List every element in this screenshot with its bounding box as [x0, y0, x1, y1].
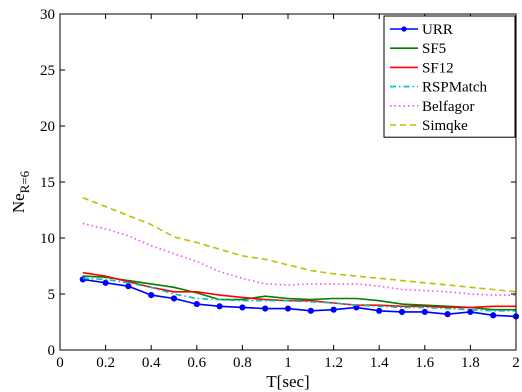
y-tick-label: 15 [40, 175, 55, 191]
data-point [467, 308, 474, 316]
legend-label: SF5 [422, 41, 446, 57]
x-tick-label: 1.4 [370, 355, 389, 371]
legend-label: URR [422, 22, 453, 38]
y-tick-label: 5 [48, 287, 56, 303]
x-tick-label: 1 [284, 355, 292, 371]
data-point [330, 306, 337, 313]
y-tick-label: 20 [40, 119, 55, 135]
x-tick-label: 1.6 [415, 355, 434, 371]
x-tick-label: 1.8 [461, 355, 480, 371]
y-tick-label: 25 [40, 63, 55, 79]
legend-label: Simqke [422, 118, 468, 134]
legend-label: Belfagor [422, 99, 474, 115]
series-rspmatch [82, 277, 516, 312]
legend: URR SF5 SF12 RSPMatch Belfagor Simqke [383, 15, 516, 138]
legend-label: SF12 [422, 60, 454, 76]
y-axis-label-subscript: R=6 [17, 170, 32, 193]
data-point [148, 292, 155, 299]
legend-entry-simqke: Simqke [390, 118, 468, 134]
series-line-urr [82, 278, 517, 318]
x-axis-label: T[sec] [266, 372, 309, 391]
series-simqke [82, 196, 517, 293]
x-tick-label: 0.8 [233, 355, 252, 371]
y-axis-label: NeR=6 [9, 170, 32, 213]
x-tick-label: 0.4 [142, 355, 161, 371]
series-sf5 [82, 275, 516, 311]
data-point [125, 283, 132, 290]
x-tick-label: 1.2 [324, 355, 343, 371]
series-line-simqke [82, 196, 517, 293]
y-tick-label: 0 [48, 343, 56, 359]
x-tick-label: 2 [512, 355, 520, 371]
x-tick-label: 0.2 [96, 355, 115, 371]
x-tick-label: 0 [56, 355, 64, 371]
data-point [398, 308, 406, 316]
data-point [307, 307, 314, 314]
legend-entry-belfagor: Belfagor [390, 99, 474, 115]
series-layer [79, 196, 520, 320]
data-point [170, 295, 178, 302]
data-point [444, 311, 451, 318]
legend-entry-sf12: SF12 [390, 60, 454, 76]
data-point [376, 307, 383, 314]
data-point [193, 300, 200, 308]
data-point [421, 308, 428, 316]
data-point [262, 305, 269, 312]
legend-box [383, 15, 516, 138]
y-axis-label-main: Ne [9, 193, 28, 213]
data-point [239, 304, 246, 311]
series-line-rspmatch [82, 277, 516, 312]
data-point [216, 303, 223, 310]
legend-entry-sf5: SF5 [390, 41, 446, 57]
series-line-sf5 [82, 275, 516, 311]
data-point [490, 312, 497, 319]
legend-entry-urr: URR [390, 22, 453, 38]
data-point [102, 279, 109, 286]
y-tick-label: 10 [40, 231, 55, 247]
legend-label: RSPMatch [422, 80, 488, 96]
x-tick-label: 0.6 [187, 355, 206, 371]
legend-marker [401, 26, 407, 32]
legend-entry-rspmatch: RSPMatch [390, 80, 488, 96]
data-point [284, 305, 292, 312]
y-tick-label: 30 [40, 7, 55, 23]
